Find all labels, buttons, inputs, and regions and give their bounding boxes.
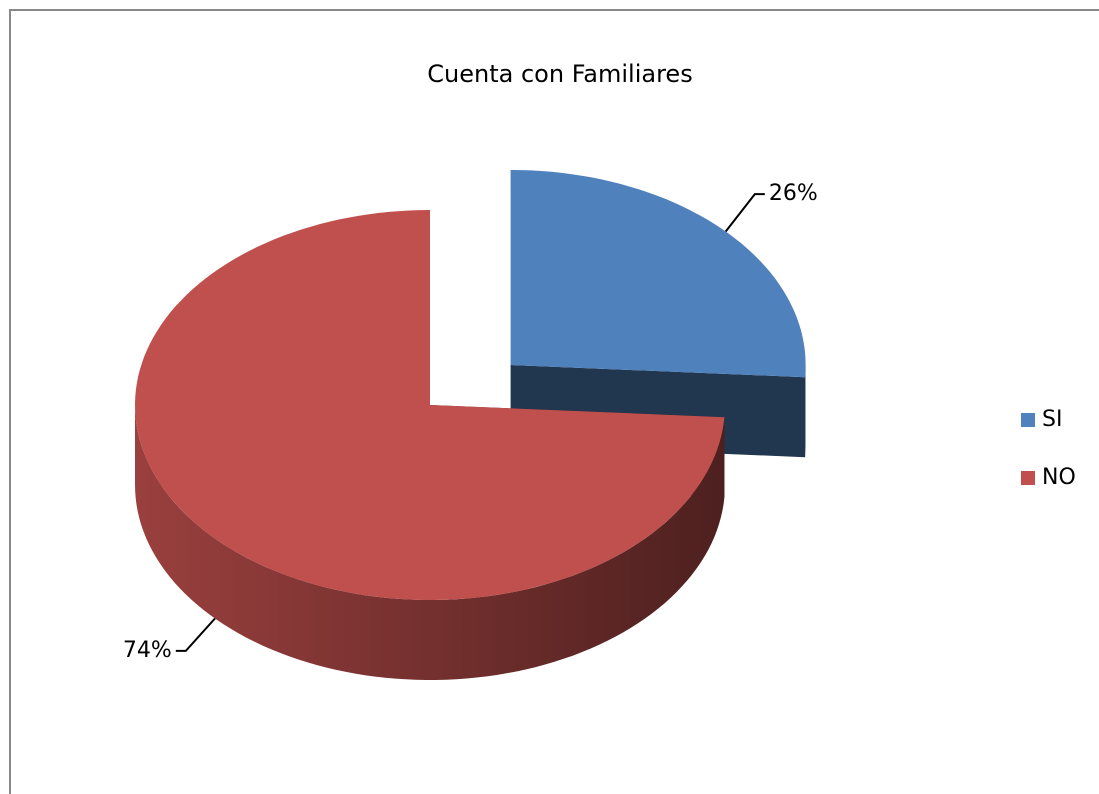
slice-top (135, 210, 725, 600)
legend-label: NO (1042, 465, 1076, 490)
slice (135, 210, 725, 680)
data-label: 26% (769, 181, 818, 206)
slice-side (805, 365, 806, 458)
legend-swatch (1021, 413, 1035, 427)
legend-label: SI (1042, 407, 1062, 432)
leader-line (175, 617, 216, 652)
leader-line (724, 193, 765, 233)
slice-top (510, 170, 806, 378)
chart-title: Cuenta con Familiares (427, 60, 692, 88)
data-label: 74% (123, 638, 172, 663)
slice-side (135, 405, 725, 680)
legend-swatch (1021, 471, 1035, 485)
